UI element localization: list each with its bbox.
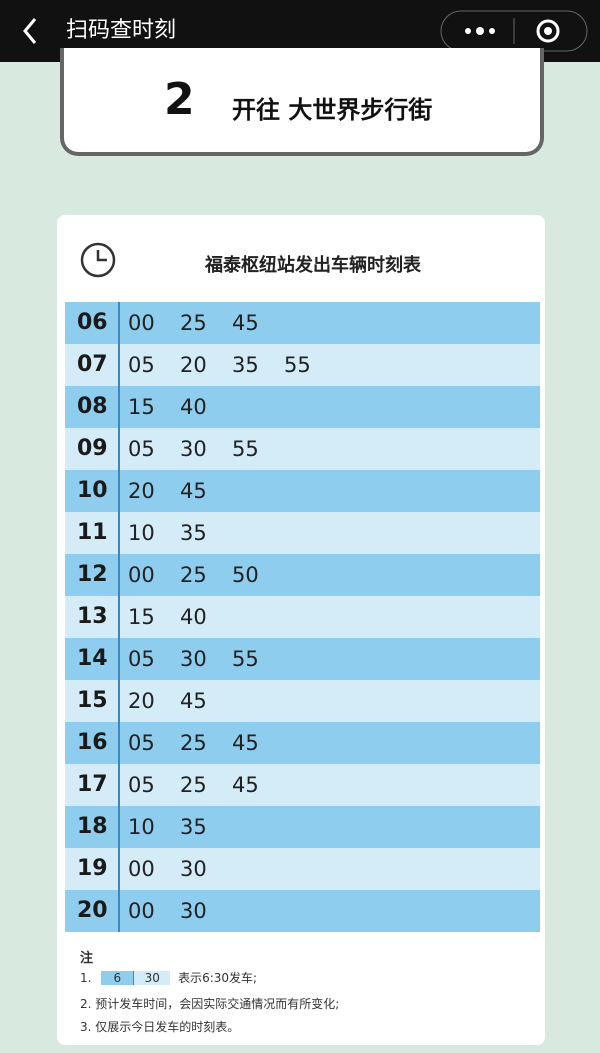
minute: 10	[128, 521, 155, 545]
hour: 16	[77, 730, 108, 755]
note-text: 表示6:30发车;	[178, 971, 258, 985]
minute: 45	[180, 479, 207, 503]
minute: 15	[128, 395, 155, 419]
minute: 15	[128, 605, 155, 629]
minute: 55	[232, 647, 259, 671]
route-destination: 开往 大世界步行街	[232, 96, 433, 124]
note-number: 1.	[80, 971, 92, 985]
timetable-row: 06 00 25 45	[65, 302, 540, 344]
column-divider	[118, 302, 120, 932]
clock-icon	[80, 242, 116, 278]
minute: 45	[232, 773, 259, 797]
timetable-row: 20 00 30	[65, 890, 540, 932]
minute: 05	[128, 773, 155, 797]
minute: 00	[128, 311, 155, 335]
timetable-row: 17 05 25 45	[65, 764, 540, 806]
minute: 20	[128, 689, 155, 713]
example-minute: 30	[133, 971, 171, 985]
minute: 45	[232, 731, 259, 755]
page-title: 扫码查时刻	[66, 18, 177, 43]
minute: 05	[128, 437, 155, 461]
hour: 11	[77, 520, 108, 545]
minute: 35	[180, 815, 207, 839]
back-button[interactable]	[20, 16, 40, 46]
minute: 25	[180, 773, 207, 797]
route-card: 2 开往 大世界步行街	[60, 48, 544, 156]
hour: 09	[77, 436, 108, 461]
timetable-row: 10 20 45	[65, 470, 540, 512]
minute: 55	[232, 437, 259, 461]
timetable-row: 09 05 30 55	[65, 428, 540, 470]
timetable-row: 15 20 45	[65, 680, 540, 722]
minute: 45	[180, 689, 207, 713]
minute: 30	[180, 899, 207, 923]
minute: 40	[180, 395, 207, 419]
minute: 40	[180, 605, 207, 629]
notes-label: 注	[80, 951, 94, 966]
minute: 00	[128, 857, 155, 881]
timetable-row: 13 15 40	[65, 596, 540, 638]
hour: 06	[77, 310, 108, 335]
timetable-row: 19 00 30	[65, 848, 540, 890]
hour: 20	[77, 898, 108, 923]
minute: 35	[232, 353, 259, 377]
hour: 17	[77, 772, 108, 797]
hour: 13	[77, 604, 108, 629]
timetable-title: 福泰枢纽站发出车辆时刻表	[205, 255, 421, 276]
minute: 25	[180, 731, 207, 755]
minute: 35	[180, 521, 207, 545]
hour: 14	[77, 646, 108, 671]
route-number: 2	[164, 74, 195, 125]
minute: 25	[180, 311, 207, 335]
minute: 00	[128, 899, 155, 923]
hour: 08	[77, 394, 108, 419]
timetable-row: 07 05 20 35 55	[65, 344, 540, 386]
capsule-menu[interactable]	[440, 10, 590, 52]
hour: 12	[77, 562, 108, 587]
minute: 45	[232, 311, 259, 335]
minute: 05	[128, 647, 155, 671]
hour: 15	[77, 688, 108, 713]
hour: 07	[77, 352, 108, 377]
hour: 19	[77, 856, 108, 881]
timetable-row: 18 10 35	[65, 806, 540, 848]
note-item: 1. 6 30 表示6:30发车;	[80, 969, 257, 986]
minute: 25	[180, 563, 207, 587]
hour: 18	[77, 814, 108, 839]
minute: 00	[128, 563, 155, 587]
minute: 05	[128, 353, 155, 377]
minute: 50	[232, 563, 259, 587]
minute: 10	[128, 815, 155, 839]
note-item: 2. 预计发车时间，会因实际交通情况而有所变化;	[80, 997, 340, 1011]
timetable-row: 12 00 25 50	[65, 554, 540, 596]
hour: 10	[77, 478, 108, 503]
minute: 30	[180, 857, 207, 881]
note-item: 3. 仅展示今日发车的时刻表。	[80, 1020, 240, 1034]
minute: 30	[180, 437, 207, 461]
minute: 30	[180, 647, 207, 671]
minute: 05	[128, 731, 155, 755]
example-hour: 6	[101, 971, 134, 985]
minute: 55	[284, 353, 311, 377]
timetable-row: 16 05 25 45	[65, 722, 540, 764]
minute: 20	[180, 353, 207, 377]
timetable-row: 14 05 30 55	[65, 638, 540, 680]
timetable-row: 08 15 40	[65, 386, 540, 428]
timetable-row: 11 10 35	[65, 512, 540, 554]
minute: 20	[128, 479, 155, 503]
